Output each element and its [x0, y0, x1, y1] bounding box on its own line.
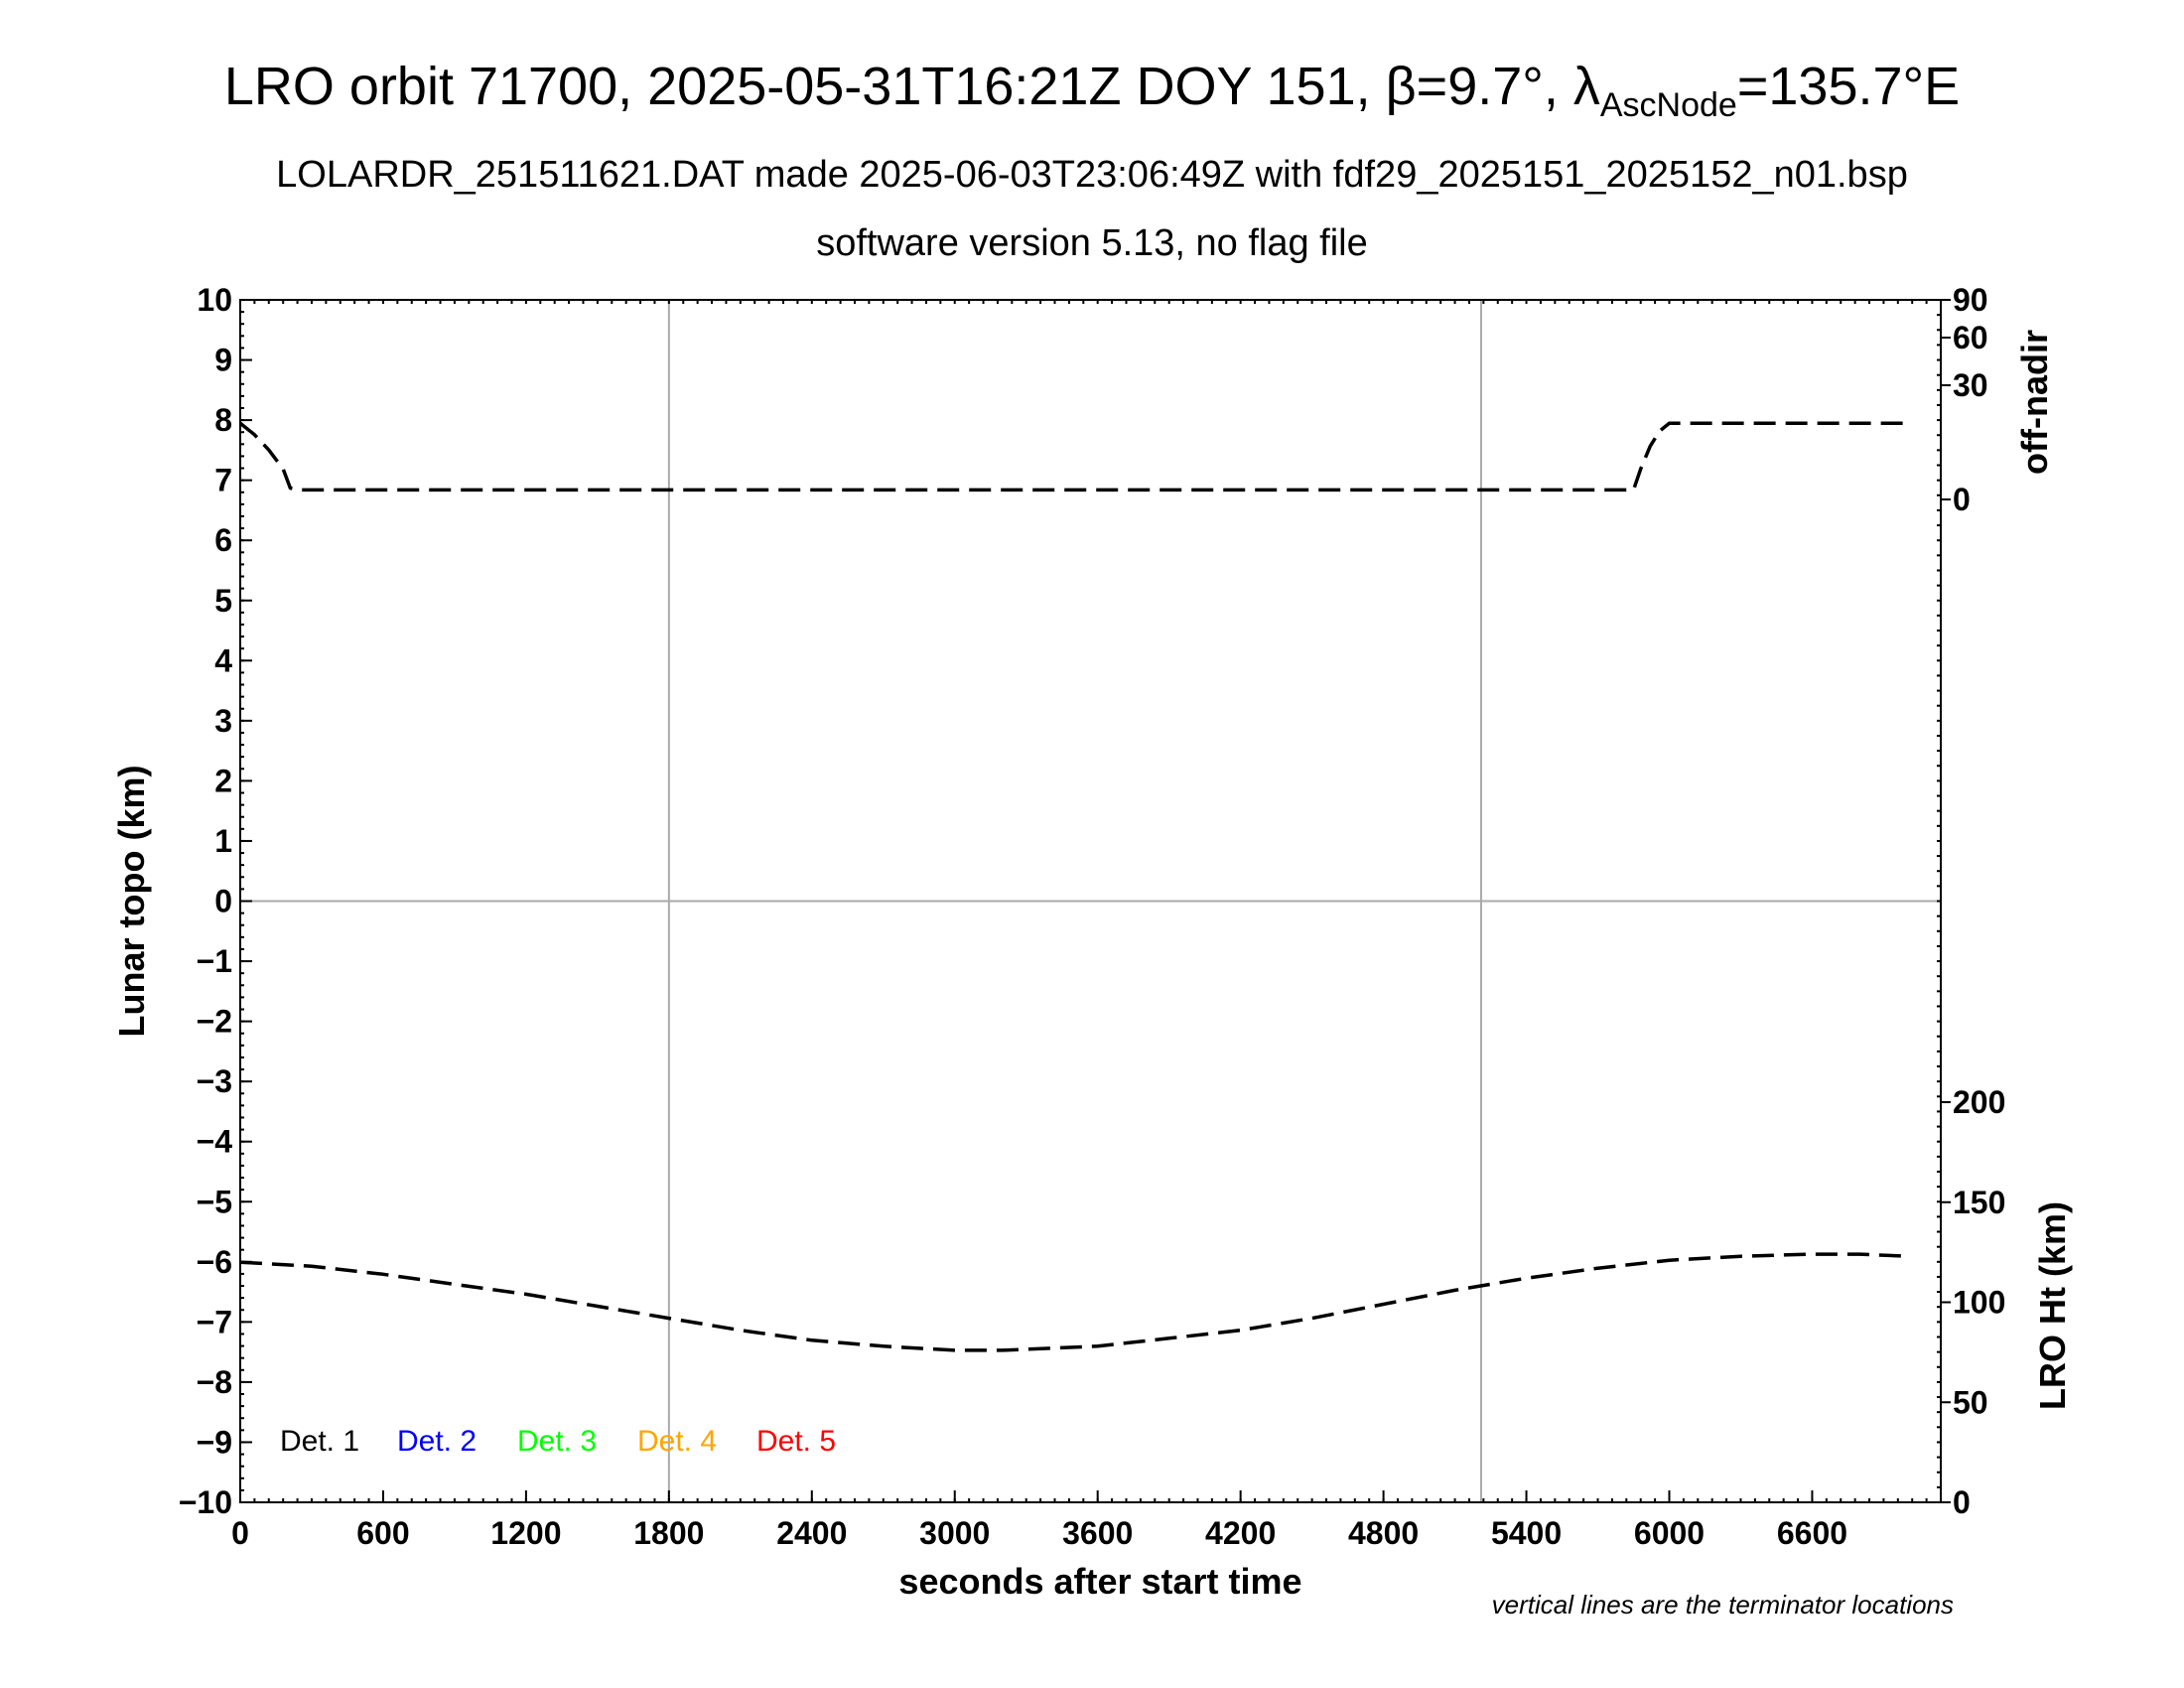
y-tick-label: 0 [214, 884, 232, 919]
x-tick-label: 6600 [1777, 1515, 1847, 1551]
off-nadir-tick-label: 30 [1953, 367, 1988, 403]
y-tick-label: 3 [214, 703, 232, 739]
x-tick-label: 3000 [919, 1515, 990, 1551]
y-tick-label: −10 [179, 1484, 232, 1520]
x-tick-label: 1800 [633, 1515, 704, 1551]
grid-layer [240, 300, 1941, 1502]
legend: Det. 1 Det. 2 Det. 3 Det. 4 Det. 5 [280, 1425, 836, 1458]
chart-title-suffix: =135.7°E [1737, 57, 1960, 116]
off-nadir-tick-label: 90 [1953, 282, 1988, 318]
legend-item-det-2: Det. 2 [397, 1425, 477, 1458]
y-tick-label: −5 [197, 1184, 232, 1219]
y-tick-label: 6 [214, 522, 232, 558]
chart-title: LRO orbit 71700, 2025-05-31T16:21Z DOY 1… [224, 57, 1960, 124]
lro-height-series-line [239, 1252, 1908, 1352]
y-tick-label: 7 [214, 463, 232, 498]
series-layer [238, 421, 1908, 1352]
frame-dotted-ticks [239, 299, 1942, 1503]
x-tick-label: 0 [231, 1515, 249, 1551]
x-axis-label: seconds after start time [898, 1561, 1301, 1602]
lro-height-tick-label: 150 [1953, 1185, 2005, 1220]
lro-height-tick-label: 200 [1953, 1084, 2005, 1120]
off-nadir-series-line [238, 421, 1908, 492]
x-tick-label: 3600 [1062, 1515, 1133, 1551]
chart-title-prefix: LRO orbit 71700, 2025-05-31T16:21Z DOY 1… [224, 57, 1600, 116]
x-tick-label: 2400 [776, 1515, 847, 1551]
legend-item-det-1: Det. 1 [280, 1425, 359, 1458]
y-tick-label: −4 [197, 1124, 233, 1160]
lro-height-tick-label: 100 [1953, 1285, 2005, 1321]
x-tick-label: 5400 [1491, 1515, 1562, 1551]
legend-item-det-5: Det. 5 [756, 1425, 836, 1458]
y-axis-label-left: Lunar topo (km) [111, 766, 152, 1038]
y-tick-label: −1 [197, 943, 232, 979]
right-bottom-tick-labels: 200 150 100 50 0 [1941, 1084, 2005, 1520]
y-tick-label: −2 [197, 1004, 232, 1040]
off-nadir-tick-label: 0 [1953, 482, 1971, 517]
legend-item-det-3: Det. 3 [517, 1425, 597, 1458]
y-tick-label: −6 [197, 1244, 232, 1280]
x-tick-label: 1200 [490, 1515, 561, 1551]
y-tick-label: 10 [197, 282, 232, 318]
off-nadir-tick-label: 60 [1953, 320, 1988, 355]
x-tick-label: 6000 [1634, 1515, 1705, 1551]
y-tick-label: −3 [197, 1063, 232, 1099]
y-tick-label: 1 [214, 823, 232, 859]
terminator-footnote: vertical lines are the terminator locati… [1492, 1590, 1954, 1619]
y-tick-label: −7 [197, 1304, 232, 1339]
x-tick-label: 600 [356, 1515, 409, 1551]
chart-subtitle-version: software version 5.13, no flag file [816, 222, 1368, 264]
y-tick-label: 9 [214, 343, 232, 378]
lro-height-tick-label: 50 [1953, 1384, 1988, 1420]
y-axis-label-lro-height: LRO Ht (km) [2032, 1201, 2073, 1410]
y-tick-label: 4 [214, 642, 232, 678]
chart-subtitle-file: LOLARDR_251511621.DAT made 2025-06-03T23… [276, 154, 1908, 196]
y-tick-label: −8 [197, 1364, 232, 1400]
y-tick-label: 5 [214, 583, 232, 619]
x-tick-label: 4200 [1205, 1515, 1276, 1551]
y-tick-label: 8 [214, 402, 232, 438]
x-tick-labels: 0 600 1200 1800 2400 3000 3600 4200 4800 5400 6000… [231, 1515, 1847, 1551]
x-tick-label: 4800 [1348, 1515, 1419, 1551]
y-tick-label: −9 [197, 1424, 232, 1460]
y-tick-label: 2 [214, 763, 232, 798]
chart-title-subscript: AscNode [1600, 86, 1737, 124]
legend-item-det-4: Det. 4 [637, 1425, 717, 1458]
y-axis-label-off-nadir: off-nadir [2014, 330, 2055, 475]
lro-height-tick-label: 0 [1953, 1484, 1971, 1520]
